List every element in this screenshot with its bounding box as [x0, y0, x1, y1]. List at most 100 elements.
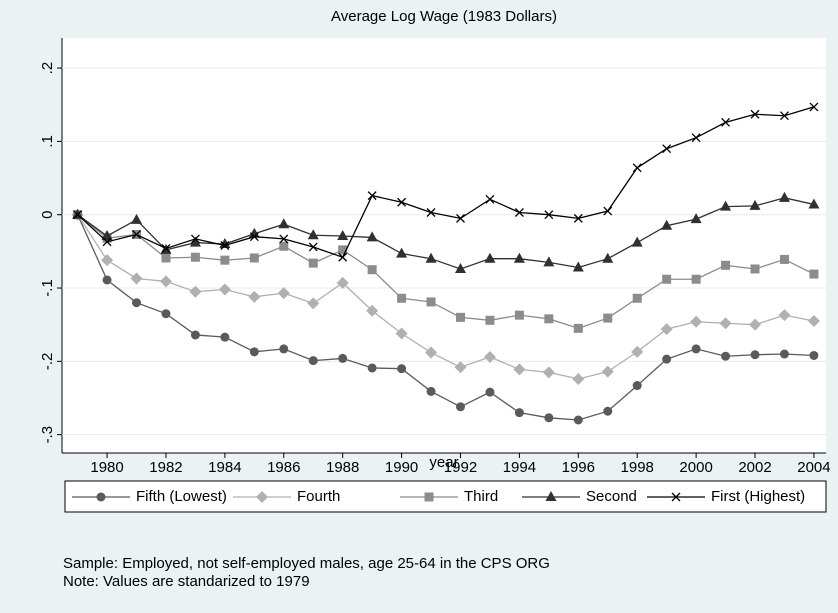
marker: [366, 231, 378, 242]
marker: [780, 111, 789, 121]
marker: [366, 304, 379, 317]
x-tick-label: 1996: [562, 459, 595, 476]
series-line: [77, 214, 814, 421]
marker: [455, 402, 465, 412]
x-tick-label: 1984: [208, 459, 241, 476]
marker: [161, 253, 171, 263]
marker: [779, 254, 789, 264]
marker: [426, 386, 436, 396]
legend-label: Fourth: [297, 488, 340, 505]
marker: [131, 213, 143, 224]
marker: [161, 243, 171, 253]
marker: [73, 210, 83, 220]
y-tick-label: .2: [39, 62, 56, 75]
marker: [277, 287, 290, 300]
marker: [308, 258, 318, 268]
marker: [602, 252, 614, 263]
marker: [130, 272, 143, 285]
x-tick-label: 1980: [90, 459, 123, 476]
marker: [513, 363, 526, 376]
marker: [102, 237, 112, 247]
marker: [544, 413, 554, 423]
marker: [101, 229, 113, 240]
legend-label: Fifth (Lowest): [136, 488, 227, 505]
marker: [809, 350, 819, 360]
marker: [573, 213, 583, 223]
x-axis-label: year: [429, 454, 458, 471]
marker: [632, 293, 642, 303]
marker: [132, 230, 141, 239]
marker: [367, 363, 377, 373]
marker: [632, 381, 642, 391]
marker: [396, 247, 408, 258]
marker: [631, 345, 644, 358]
marker: [662, 144, 672, 154]
series-line: [77, 197, 815, 270]
marker: [425, 252, 437, 263]
marker: [671, 492, 681, 502]
marker: [690, 213, 702, 224]
x-tick-label: 2000: [679, 459, 712, 476]
marker: [308, 356, 318, 366]
marker: [514, 208, 524, 217]
chart-title: Average Log Wage (1983 Dollars): [331, 8, 557, 25]
x-tick-label: 2002: [738, 459, 771, 476]
marker: [750, 109, 760, 119]
x-tick-label: 1994: [503, 459, 536, 476]
marker: [720, 200, 732, 211]
marker: [631, 236, 643, 247]
marker: [573, 323, 583, 333]
marker: [455, 312, 465, 322]
marker: [603, 206, 613, 216]
marker: [189, 236, 201, 247]
marker: [248, 290, 261, 303]
legend-label: Third: [464, 488, 498, 505]
y-tick-label: -.2: [39, 353, 56, 371]
legend-label: Second: [586, 488, 637, 505]
marker: [662, 354, 672, 364]
marker: [279, 234, 289, 244]
marker: [572, 372, 585, 385]
marker: [132, 298, 142, 308]
marker: [542, 366, 555, 379]
marker: [545, 491, 557, 501]
marker: [190, 252, 200, 262]
marker: [778, 191, 790, 202]
marker: [807, 315, 820, 328]
plot-area: [62, 38, 826, 453]
x-tick-label: 1992: [444, 459, 477, 476]
x-tick-label: 1988: [326, 459, 359, 476]
marker: [426, 297, 436, 307]
marker: [308, 242, 318, 252]
marker: [779, 349, 789, 359]
marker: [721, 117, 731, 127]
marker: [397, 197, 407, 207]
marker: [601, 365, 614, 378]
marker: [424, 492, 434, 502]
y-tick-label: -.3: [39, 426, 56, 444]
marker: [749, 199, 761, 210]
marker: [307, 297, 320, 310]
marker: [367, 265, 377, 275]
y-tick-label: -.1: [39, 279, 56, 297]
marker: [603, 313, 613, 323]
marker: [249, 232, 259, 242]
marker: [721, 260, 731, 270]
marker: [96, 492, 106, 502]
marker: [426, 208, 436, 217]
marker: [808, 198, 820, 209]
marker: [809, 102, 819, 112]
marker: [338, 353, 348, 363]
marker: [809, 269, 819, 279]
marker: [662, 274, 672, 284]
marker: [690, 315, 703, 328]
marker: [397, 293, 407, 303]
marker: [544, 210, 554, 220]
marker: [484, 252, 496, 263]
x-tick-label: 1986: [267, 459, 300, 476]
marker: [220, 255, 230, 265]
legend-label: First (Highest): [711, 488, 805, 505]
x-tick-label: 1990: [385, 459, 418, 476]
marker: [395, 327, 408, 340]
marker: [220, 332, 230, 342]
